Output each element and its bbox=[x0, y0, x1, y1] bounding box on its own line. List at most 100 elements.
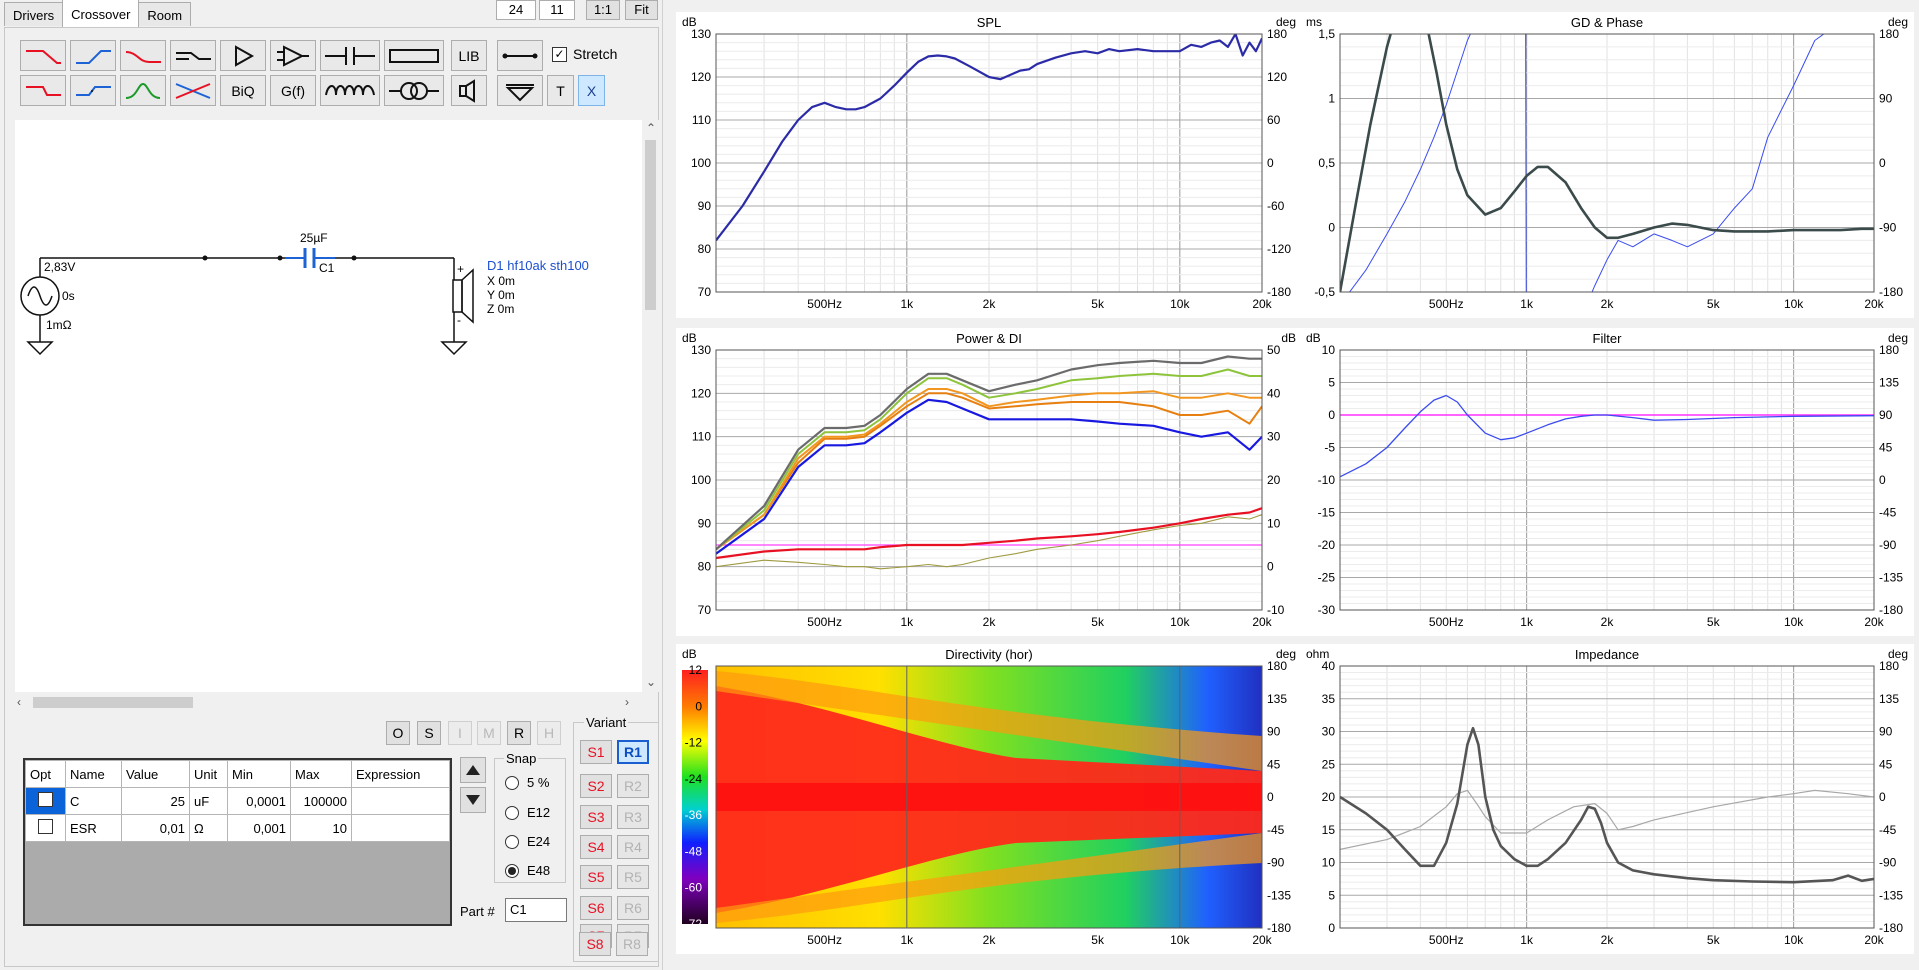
tab-crossover[interactable]: Crossover bbox=[62, 0, 140, 27]
variant-s5[interactable]: S5 bbox=[580, 865, 612, 889]
capacitor-button[interactable] bbox=[320, 40, 380, 71]
source-delay: 0s bbox=[62, 289, 75, 303]
tab-room[interactable]: Room bbox=[138, 2, 192, 26]
table-row[interactable]: ESR 0,01 Ω 0,001 10 bbox=[25, 814, 450, 842]
variant-s3[interactable]: S3 bbox=[580, 805, 612, 829]
scroll-up-icon[interactable]: ⌃ bbox=[646, 121, 657, 135]
col-min: Min bbox=[227, 760, 291, 788]
ground-button[interactable] bbox=[497, 75, 543, 106]
hscroll-thumb[interactable] bbox=[33, 697, 193, 708]
driver-name[interactable]: D1 hf10ak sth100 bbox=[487, 258, 589, 273]
value-cell[interactable]: 25 bbox=[121, 787, 190, 815]
zoom-a-field[interactable]: 24 bbox=[496, 0, 536, 20]
part-label: Part # bbox=[460, 904, 495, 919]
lowpass-button[interactable] bbox=[20, 40, 66, 71]
t-button[interactable]: T bbox=[547, 75, 574, 106]
o-button[interactable]: O bbox=[386, 721, 410, 745]
biquad-button[interactable]: BiQ bbox=[220, 75, 266, 106]
power-di-chart[interactable]: Power & DI dB dB 130 120 110 100 90 80 70 50 40 30 20… bbox=[676, 328, 1302, 636]
directivity-chart[interactable]: Directivity (hor) dB deg 12 0 -12 -24 -36 -48 -60… bbox=[676, 644, 1302, 954]
filter-chart[interactable]: Filter dB deg 10 5 0 -5 -10 -15 -20 -25 -30 180 135 90… bbox=[1300, 328, 1914, 636]
gf-button[interactable]: G(f) bbox=[270, 75, 316, 106]
radio-icon[interactable] bbox=[505, 834, 519, 849]
series-line-5 bbox=[716, 398, 1262, 555]
variant-r6[interactable]: R6 bbox=[617, 896, 649, 920]
y2-axis-unit: deg bbox=[1888, 331, 1908, 345]
scroll-right-icon[interactable]: › bbox=[625, 695, 629, 709]
snap-e48[interactable]: E48 bbox=[505, 863, 550, 878]
radio-icon[interactable] bbox=[505, 863, 519, 878]
buffer-button[interactable] bbox=[220, 40, 266, 71]
radio-icon[interactable] bbox=[505, 775, 519, 790]
snap-e12[interactable]: E12 bbox=[505, 805, 550, 820]
variant-s4[interactable]: S4 bbox=[580, 835, 612, 859]
opt-cell[interactable] bbox=[25, 814, 66, 842]
lib-button[interactable]: LIB bbox=[451, 40, 487, 71]
variant-s6[interactable]: S6 bbox=[580, 896, 612, 920]
tab-drivers[interactable]: Drivers bbox=[4, 2, 64, 26]
i-button[interactable]: I bbox=[448, 721, 472, 745]
variant-s8[interactable]: S8 bbox=[579, 932, 611, 956]
scroll-down-icon[interactable]: ⌄ bbox=[646, 675, 657, 689]
notch-button[interactable] bbox=[170, 75, 216, 106]
expression-cell[interactable] bbox=[351, 787, 450, 815]
radio-icon[interactable] bbox=[505, 805, 519, 820]
variant-r5[interactable]: R5 bbox=[617, 865, 649, 889]
highpass-button[interactable] bbox=[70, 40, 116, 71]
gd-phase-chart[interactable]: GD & Phase ms deg 1,5 1 0,5 0 -0,5 180 90 0 -90 -180… bbox=[1300, 12, 1914, 318]
x-button[interactable]: X bbox=[578, 75, 605, 106]
transformer-button[interactable] bbox=[384, 75, 444, 106]
vscroll-thumb[interactable] bbox=[645, 140, 656, 310]
r-button[interactable]: R bbox=[507, 721, 531, 745]
variant-r2[interactable]: R2 bbox=[617, 774, 649, 798]
schematic-hscroll[interactable]: ‹ › bbox=[15, 694, 642, 711]
max-cell[interactable]: 100000 bbox=[290, 787, 352, 815]
scroll-left-icon[interactable]: ‹ bbox=[17, 695, 21, 709]
impedance-chart[interactable]: Impedance ohm deg 40 35 30 25 20 15 10 5 0 180 135 90 4… bbox=[1300, 644, 1914, 954]
move-down-button[interactable] bbox=[460, 787, 486, 813]
table-row[interactable]: C 25 uF 0,0001 100000 bbox=[25, 787, 450, 815]
lowpass2-button[interactable] bbox=[20, 75, 66, 106]
variant-s1[interactable]: S1 bbox=[580, 740, 612, 764]
m-button[interactable]: M bbox=[477, 721, 501, 745]
capacitor-name: C1 bbox=[319, 261, 335, 275]
lowshelf-button[interactable] bbox=[120, 40, 166, 71]
min-cell[interactable]: 0,001 bbox=[227, 814, 291, 842]
opt-cell[interactable] bbox=[25, 787, 66, 815]
part-number-input[interactable]: C1 bbox=[505, 898, 567, 922]
schematic-vscroll[interactable]: ⌃ ⌄ bbox=[642, 120, 659, 692]
move-up-button[interactable] bbox=[460, 757, 486, 783]
allpass-button[interactable] bbox=[170, 40, 216, 71]
value-cell[interactable]: 0,01 bbox=[121, 814, 190, 842]
variant-r4[interactable]: R4 bbox=[617, 835, 649, 859]
bandpass-button[interactable] bbox=[120, 75, 166, 106]
variant-r8[interactable]: R8 bbox=[616, 932, 648, 956]
driver-button[interactable] bbox=[451, 75, 487, 106]
h-button[interactable]: H bbox=[537, 721, 561, 745]
stretch-option[interactable]: ✓ Stretch bbox=[552, 46, 617, 62]
variant-r1[interactable]: R1 bbox=[617, 740, 649, 764]
s-button[interactable]: S bbox=[417, 721, 441, 745]
max-cell[interactable]: 10 bbox=[290, 814, 352, 842]
wire-button[interactable] bbox=[497, 40, 543, 71]
opt-checkbox[interactable] bbox=[38, 792, 53, 807]
highpass2-button[interactable] bbox=[70, 75, 116, 106]
fit-button[interactable]: Fit bbox=[625, 0, 658, 20]
stretch-checkbox[interactable]: ✓ bbox=[552, 46, 567, 62]
ratio-button[interactable]: 1:1 bbox=[586, 0, 620, 20]
expression-cell[interactable] bbox=[351, 814, 450, 842]
variant-s2[interactable]: S2 bbox=[580, 774, 612, 798]
spl-chart[interactable]: SPL dB deg 130 120 110 100 90 80 70 180 120 60 0 -60 -1… bbox=[676, 12, 1302, 318]
schematic-canvas[interactable]: 2,83V 0s 1mΩ 25µF C1 + - D1 hf10ak sth10… bbox=[15, 120, 642, 692]
y2-tick-label: -135 bbox=[1267, 888, 1291, 902]
inductor-button[interactable] bbox=[320, 75, 380, 106]
resistor-button[interactable] bbox=[384, 40, 444, 71]
zoom-b-field[interactable]: 11 bbox=[539, 0, 575, 20]
min-cell[interactable]: 0,0001 bbox=[227, 787, 291, 815]
variant-r3[interactable]: R3 bbox=[617, 805, 649, 829]
y2-tick-label: 45 bbox=[1879, 757, 1893, 771]
snap-e24[interactable]: E24 bbox=[505, 834, 550, 849]
opamp-button[interactable] bbox=[270, 40, 316, 71]
snap-5pct[interactable]: 5 % bbox=[505, 775, 549, 790]
opt-checkbox[interactable] bbox=[38, 819, 53, 834]
